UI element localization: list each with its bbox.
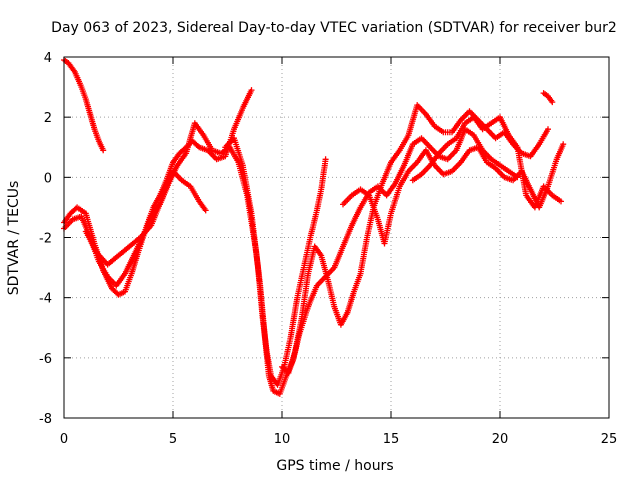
marker-track bbox=[279, 102, 551, 376]
y-tick-label: 2 bbox=[44, 111, 52, 126]
x-axis-label: GPS time / hours bbox=[276, 458, 393, 474]
y-tick-label: -8 bbox=[39, 412, 52, 427]
series-sat-i bbox=[540, 90, 556, 106]
y-tick-label: -6 bbox=[39, 352, 52, 367]
data-points bbox=[61, 57, 567, 397]
x-tick-label: 25 bbox=[601, 432, 618, 447]
y-tick-label: -4 bbox=[39, 292, 52, 307]
y-tick-label: 4 bbox=[44, 51, 52, 66]
y-tick-label: -2 bbox=[39, 232, 52, 247]
y-tick-label: 0 bbox=[44, 171, 52, 186]
x-tick-label: 15 bbox=[383, 432, 400, 447]
x-tick-label: 10 bbox=[274, 432, 291, 447]
chart-title: Day 063 of 2023, Sidereal Day-to-day VTE… bbox=[51, 20, 617, 36]
marker-track bbox=[61, 120, 521, 397]
marker-track bbox=[61, 57, 107, 154]
x-tick-label: 20 bbox=[492, 432, 509, 447]
series-sat-e bbox=[222, 135, 329, 388]
x-tick-label: 0 bbox=[60, 432, 68, 447]
series-sat-b bbox=[61, 87, 255, 298]
x-tick-label: 5 bbox=[169, 432, 177, 447]
series-sat-a bbox=[61, 57, 107, 154]
marker-track bbox=[540, 90, 556, 106]
series-sat-d bbox=[82, 168, 209, 268]
marker-track bbox=[82, 168, 209, 268]
series-sat-h bbox=[409, 114, 564, 211]
series-sat-f bbox=[279, 102, 551, 376]
marker-track bbox=[409, 114, 564, 211]
y-axis-label: SDTVAR / TECUs bbox=[6, 181, 22, 296]
marker-track bbox=[61, 87, 255, 298]
series-sat-c bbox=[61, 120, 521, 397]
marker-track bbox=[222, 135, 329, 388]
axis-ticks: 0 5 10 15 20 25 -8 -6 -4 -2 0 2 4 bbox=[39, 51, 617, 447]
